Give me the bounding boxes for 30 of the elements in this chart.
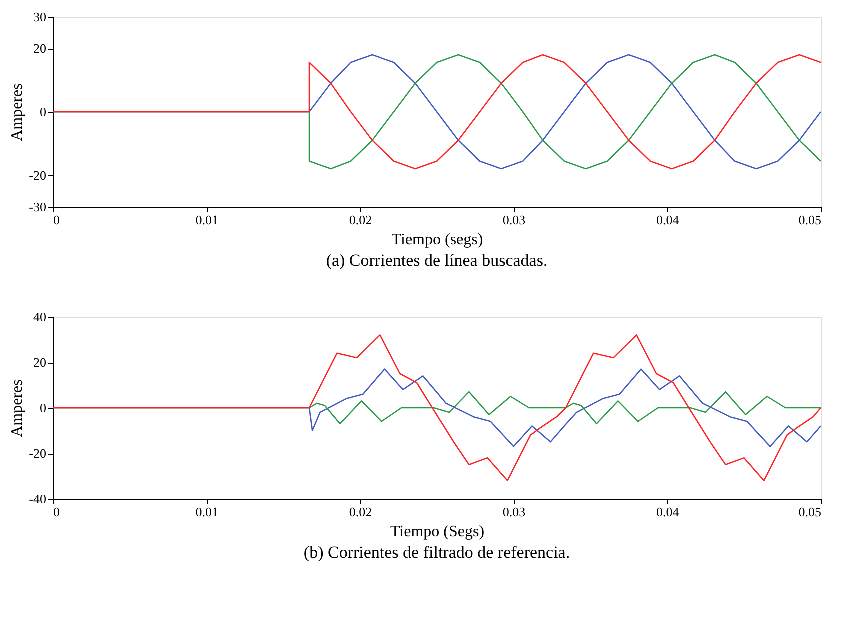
x-tick-label: 0.01 xyxy=(196,212,218,228)
x-tick-label: 0.01 xyxy=(196,504,218,520)
x-tick-label: 0.02 xyxy=(349,212,372,228)
line-series xyxy=(52,54,822,170)
y-tick-label: 20 xyxy=(34,355,46,370)
y-axis-title: Amperes xyxy=(9,84,26,142)
y-tick-label: 0 xyxy=(40,400,46,416)
y-tick-label: -20 xyxy=(29,446,46,461)
x-tick-label: 0.05 xyxy=(798,504,822,520)
x-axis-title: Tiempo (segs) xyxy=(392,232,484,248)
x-tick-label: 0.02 xyxy=(349,504,372,520)
y-axis-title: Amperes xyxy=(9,380,26,438)
y-tick-label: -20 xyxy=(29,168,46,183)
y-tick-label: 30 xyxy=(34,10,46,24)
x-tick-label: 0 xyxy=(54,504,60,520)
x-tick-label: 0 xyxy=(54,212,60,228)
y-tick-label: 40 xyxy=(34,310,46,324)
text: (a) Corrientes de línea buscadas. xyxy=(326,251,548,270)
x-axis-title: Tiempo (Segs) xyxy=(390,524,485,540)
y-tick-label: 0 xyxy=(40,104,46,120)
x-tick-label: 0.04 xyxy=(656,504,680,520)
x-tick-label: 0.05 xyxy=(798,212,822,228)
x-tick-label: 0.04 xyxy=(656,212,680,228)
y-tick-label: 20 xyxy=(34,41,46,56)
y-tick-label: -30 xyxy=(29,200,46,214)
text: (b) Corrientes de filtrado de referencia. xyxy=(304,543,570,562)
line-series xyxy=(52,334,822,482)
y-tick-label: -40 xyxy=(29,492,46,506)
x-tick-label: 0.03 xyxy=(502,212,526,228)
x-tick-label: 0.03 xyxy=(502,504,526,520)
